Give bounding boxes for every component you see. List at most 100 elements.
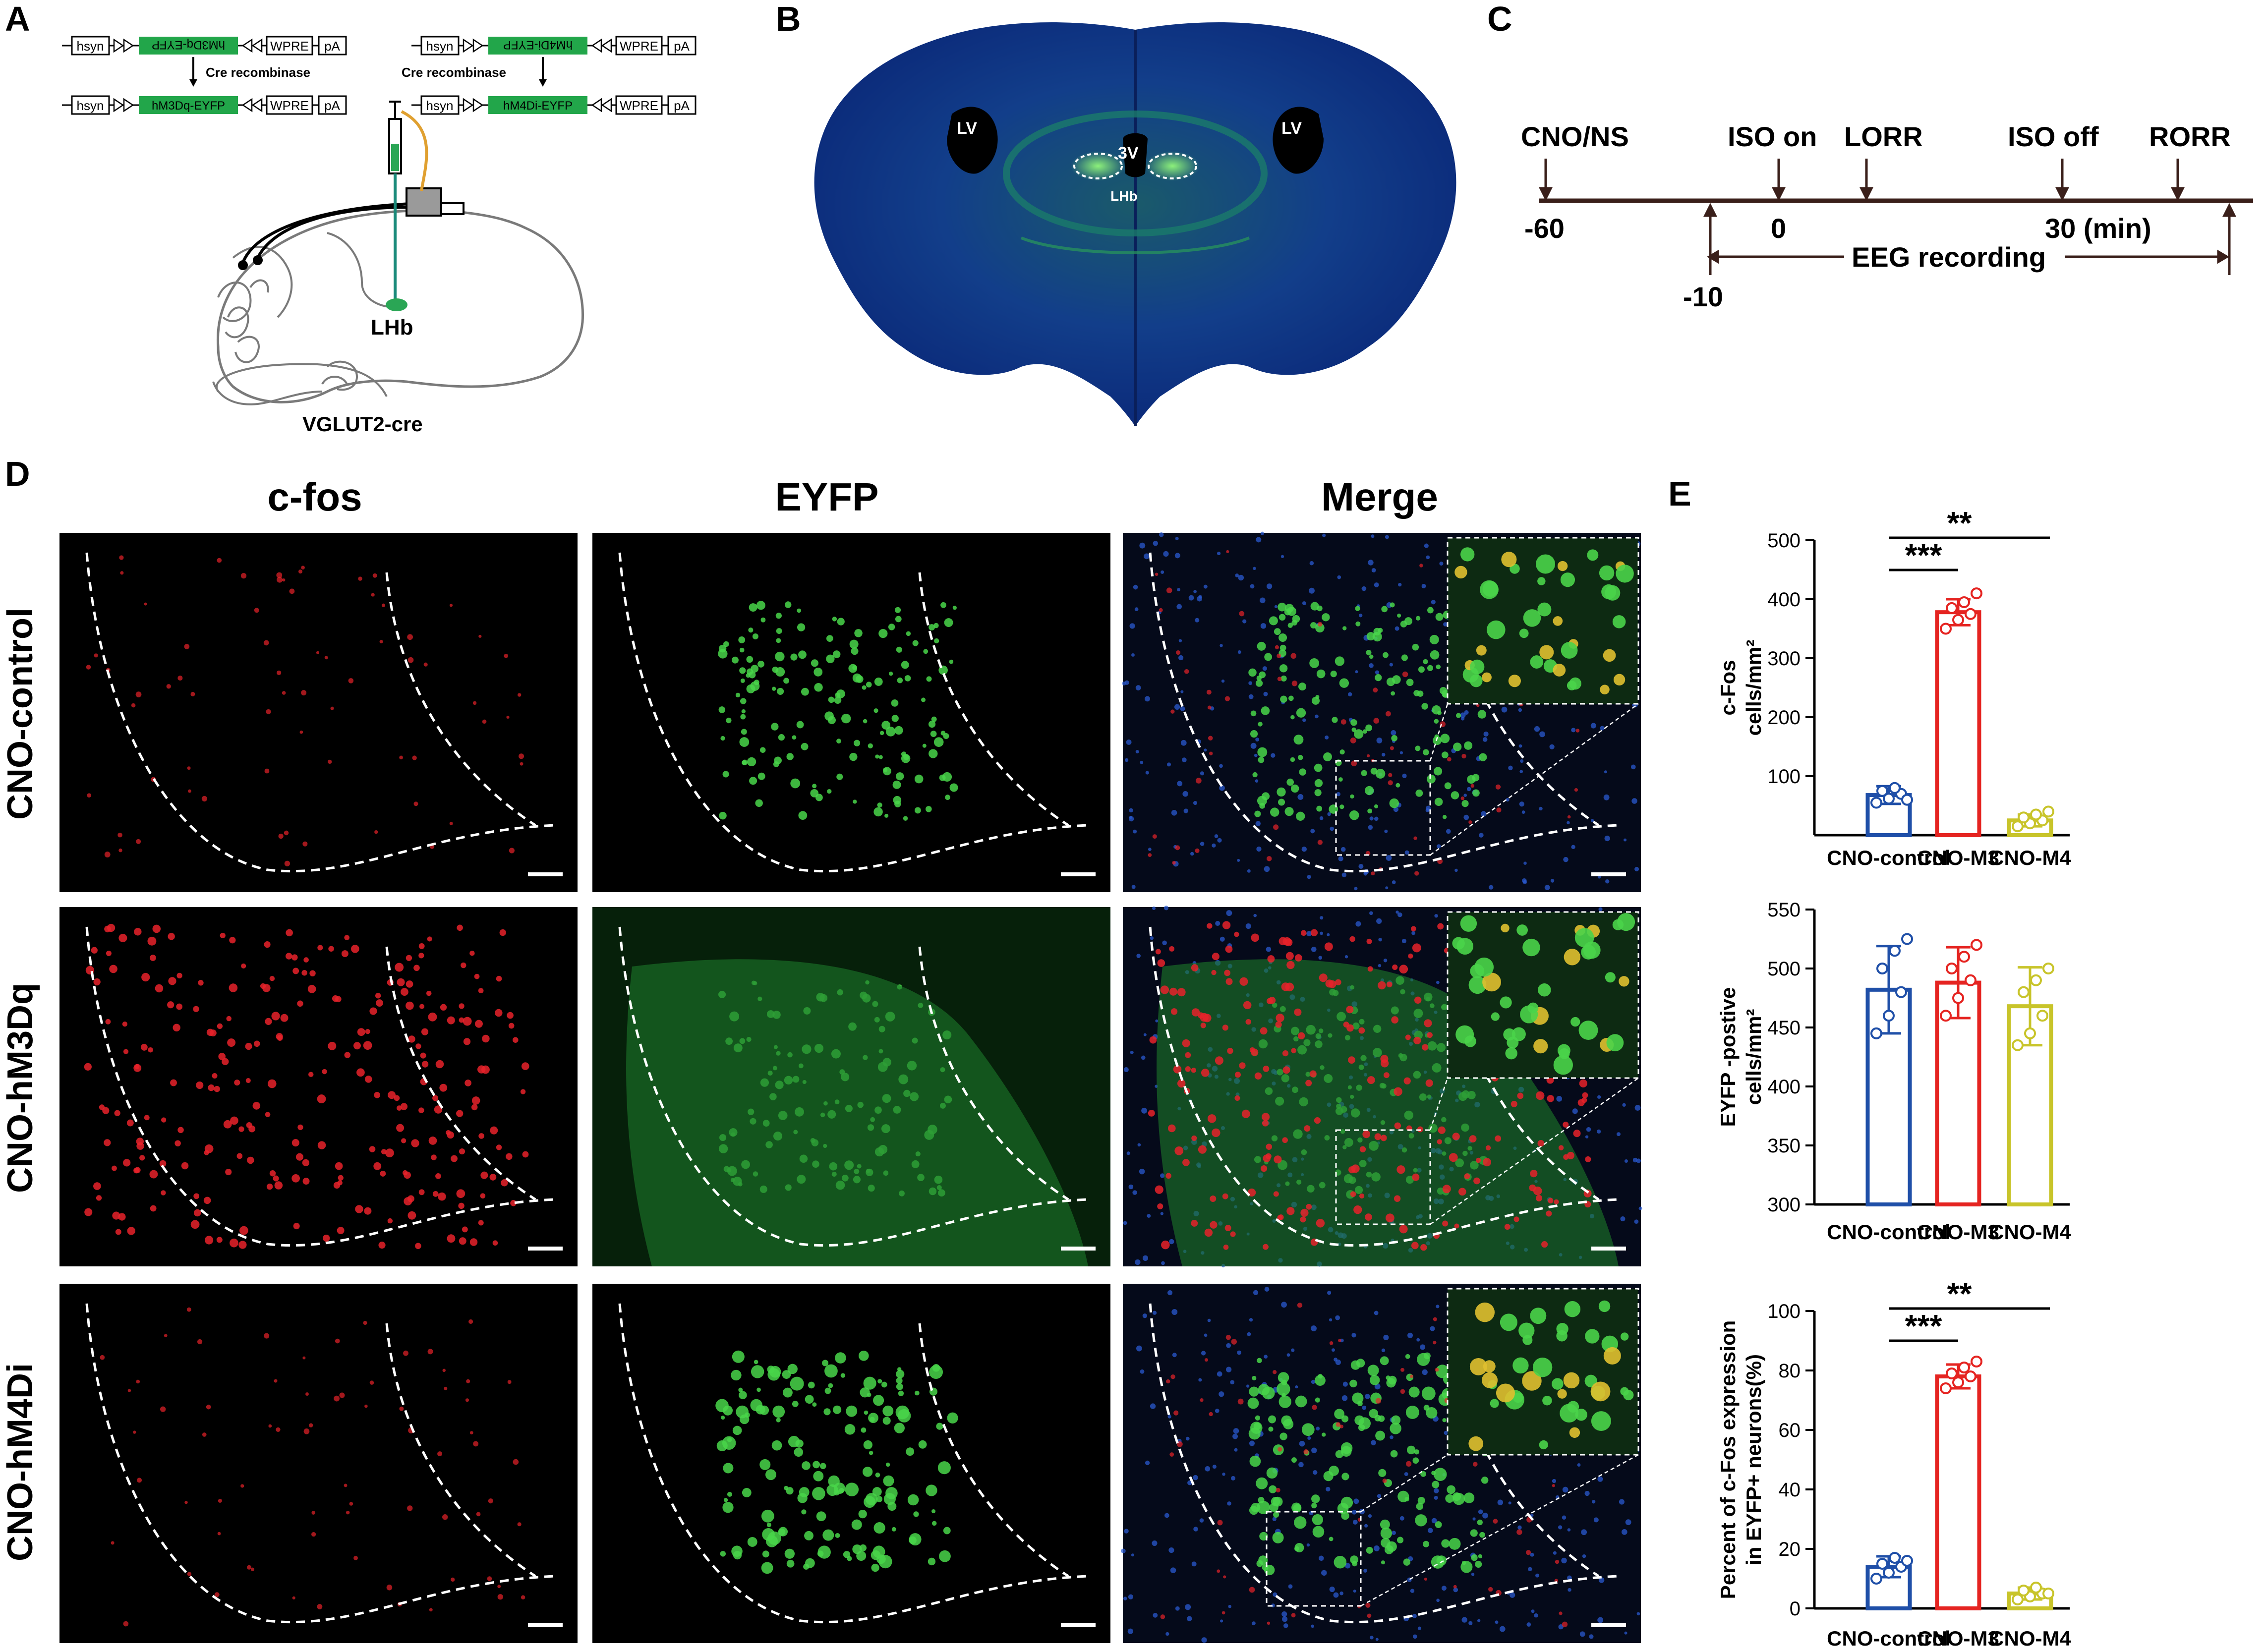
nucleus-dot bbox=[1129, 808, 1133, 813]
cfos-cell bbox=[127, 1389, 131, 1392]
cfos-cell bbox=[369, 1007, 377, 1015]
eyfp-cell bbox=[947, 1412, 958, 1424]
eyfp-cell bbox=[1408, 1386, 1420, 1398]
cfos-cell bbox=[474, 1020, 483, 1028]
nucleus-dot bbox=[1164, 1513, 1169, 1518]
nucleus-dot bbox=[1556, 1096, 1563, 1102]
nucleus-dot bbox=[1444, 1430, 1448, 1435]
category-label: CNO-M4 bbox=[1989, 1627, 2071, 1650]
cfos-cell bbox=[1221, 1611, 1225, 1615]
cfos-cell bbox=[1324, 942, 1333, 951]
cfos-cell bbox=[217, 1023, 223, 1029]
cfos-cell bbox=[373, 1162, 382, 1170]
cfos-cell bbox=[1391, 1016, 1399, 1024]
cfos-cell bbox=[1420, 1244, 1427, 1251]
inset-cell bbox=[1553, 1055, 1573, 1075]
cfos-cell bbox=[444, 1386, 448, 1390]
nucleus-dot bbox=[1155, 1019, 1159, 1023]
nucleus-dot bbox=[1185, 1436, 1190, 1441]
eyfp-cell bbox=[1445, 1494, 1454, 1503]
nucleus-dot bbox=[1382, 752, 1386, 757]
eyfp-cell bbox=[846, 1405, 858, 1417]
cfos-cell bbox=[451, 1577, 455, 1582]
nucleus-dot bbox=[1141, 1107, 1148, 1114]
cfos-cell bbox=[1338, 1339, 1341, 1342]
cfos-cell bbox=[327, 759, 332, 764]
nucleus-dot bbox=[1478, 1509, 1483, 1514]
eyfp-cell bbox=[1435, 613, 1444, 621]
cfos-cell bbox=[1411, 1242, 1419, 1250]
eyfp-cell bbox=[792, 735, 797, 740]
cfos-cell bbox=[407, 634, 413, 640]
nucleus-dot bbox=[1264, 1355, 1268, 1359]
cfos-cell bbox=[1291, 681, 1298, 686]
eyfp-cell bbox=[874, 677, 883, 686]
cfos-cell bbox=[380, 1170, 386, 1177]
nucleus-dot bbox=[1593, 1517, 1599, 1523]
loxp-icon bbox=[591, 38, 602, 53]
nucleus-dot bbox=[1171, 810, 1177, 816]
nucleus-dot bbox=[1145, 1460, 1150, 1466]
inset-cell bbox=[1560, 1404, 1578, 1423]
nucleus-dot bbox=[1518, 708, 1522, 712]
nucleus-dot bbox=[1471, 1573, 1475, 1576]
cfos-cell bbox=[1392, 964, 1398, 970]
eyfp-cell bbox=[862, 685, 867, 690]
loxp-icon bbox=[251, 38, 263, 53]
nucleus-dot bbox=[1341, 1395, 1348, 1401]
eyfp-cell bbox=[804, 1531, 813, 1540]
nucleus-dot bbox=[1506, 798, 1510, 802]
nucleus-dot bbox=[1193, 590, 1197, 593]
category-label: CNO-control bbox=[1827, 1627, 1951, 1650]
zoom-box bbox=[1266, 1511, 1362, 1607]
cfos-cell bbox=[1394, 1195, 1401, 1202]
eyfp-cell bbox=[1349, 1379, 1357, 1388]
eyfp-cell bbox=[937, 1461, 951, 1475]
eyfp-cell bbox=[877, 802, 882, 808]
cfos-cell bbox=[292, 968, 299, 974]
eyfp-cell bbox=[1452, 1492, 1461, 1501]
mouse-ear bbox=[321, 376, 348, 385]
wpre-box bbox=[615, 95, 663, 115]
inset-cell bbox=[1483, 1360, 1496, 1373]
cfos-cell bbox=[1152, 834, 1157, 839]
cfos-cell bbox=[193, 1193, 200, 1199]
loxp-icon bbox=[601, 38, 612, 53]
eyfp-cell bbox=[1449, 1538, 1461, 1550]
eyfp-cell bbox=[1436, 1365, 1450, 1378]
eyfp-cell bbox=[1426, 774, 1436, 784]
eeg-wire-1 bbox=[256, 206, 437, 259]
eyfp-cell bbox=[896, 1377, 903, 1384]
cfos-cell bbox=[459, 1237, 466, 1245]
cfos-cell bbox=[317, 1094, 326, 1103]
nucleus-dot bbox=[1351, 1333, 1356, 1338]
eyfp-cell bbox=[836, 773, 843, 780]
cfos-cell bbox=[1165, 1379, 1170, 1384]
eyfp-cell bbox=[749, 777, 757, 785]
nucleus-dot bbox=[1562, 1486, 1569, 1493]
eyfp-cell bbox=[1472, 789, 1480, 797]
cfos-cell bbox=[269, 975, 275, 981]
eyfp-cell bbox=[853, 799, 857, 804]
eyfp-cell bbox=[801, 1509, 807, 1515]
nucleus-dot bbox=[1352, 1509, 1357, 1515]
data-point bbox=[1958, 951, 1970, 963]
inset-cell bbox=[1470, 659, 1485, 675]
micrograph-background bbox=[592, 1284, 1110, 1643]
cfos-cell bbox=[1530, 1170, 1538, 1178]
nucleus-dot bbox=[1374, 1310, 1379, 1315]
cfos-cell bbox=[406, 955, 412, 961]
cfos-cell bbox=[1454, 1223, 1459, 1229]
nucleus-dot bbox=[1331, 1348, 1335, 1352]
nucleus-dot bbox=[1201, 1637, 1207, 1643]
lv-label-left: LV bbox=[957, 119, 977, 138]
eyfp-cell bbox=[790, 653, 798, 661]
cfos-cell bbox=[1383, 1072, 1390, 1079]
cfos-cell bbox=[413, 965, 420, 971]
inset-cell bbox=[1468, 976, 1487, 994]
eyfp-cell bbox=[1391, 691, 1395, 696]
cfos-cell bbox=[166, 684, 171, 689]
cfos-cell bbox=[144, 1115, 150, 1121]
eyfp-cell bbox=[904, 675, 911, 682]
cfos-cell bbox=[1525, 1550, 1531, 1555]
